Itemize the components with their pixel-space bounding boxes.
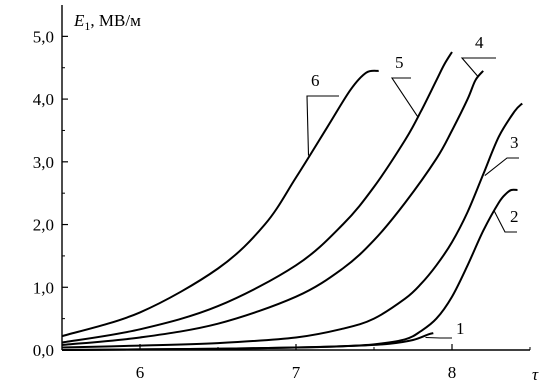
y-axis-subscript: 1 bbox=[84, 19, 90, 33]
ticks: 0,0 1,0 2,0 3,0 4,0 5,0 6 7 8 bbox=[33, 27, 531, 382]
curve-2 bbox=[61, 188, 518, 351]
x-tick-label: 8 bbox=[448, 363, 457, 382]
leader-line-6 bbox=[306, 95, 339, 156]
x-tick-label: 6 bbox=[136, 363, 145, 382]
leader-line-4 bbox=[460, 57, 496, 78]
y-tick-label: 5,0 bbox=[33, 27, 54, 46]
leader-line-2 bbox=[493, 210, 517, 233]
leader-line-5 bbox=[390, 77, 419, 118]
leader-line-3 bbox=[484, 157, 519, 177]
curve-4 bbox=[61, 70, 484, 346]
curve-labels: 1 2 3 4 5 6 bbox=[306, 33, 519, 339]
curve-label-2: 2 bbox=[510, 207, 519, 226]
curve-3 bbox=[61, 102, 523, 349]
y-tick-label: 4,0 bbox=[33, 90, 54, 109]
curve-label-5: 5 bbox=[395, 53, 404, 72]
y-tick-label: 3,0 bbox=[33, 153, 54, 172]
curve-6 bbox=[61, 69, 379, 338]
curves bbox=[61, 51, 523, 351]
curve-label-1: 1 bbox=[456, 319, 465, 338]
y-axis-symbol: E bbox=[73, 11, 85, 30]
curve-label-6: 6 bbox=[311, 71, 320, 90]
x-axis-title: τ bbox=[532, 365, 539, 384]
y-tick-label: 2,0 bbox=[33, 216, 54, 235]
y-tick-label: 0,0 bbox=[33, 341, 54, 360]
curve-label-3: 3 bbox=[510, 133, 519, 152]
y-axis-title: E1, МВ/м bbox=[73, 11, 141, 33]
curve-label-4: 4 bbox=[475, 33, 484, 52]
y-axis-unit: , МВ/м bbox=[90, 11, 141, 30]
curve-5 bbox=[61, 51, 453, 344]
y-tick-label: 1,0 bbox=[33, 278, 54, 297]
leader-line-1 bbox=[425, 336, 452, 339]
x-tick-label: 7 bbox=[292, 363, 301, 382]
